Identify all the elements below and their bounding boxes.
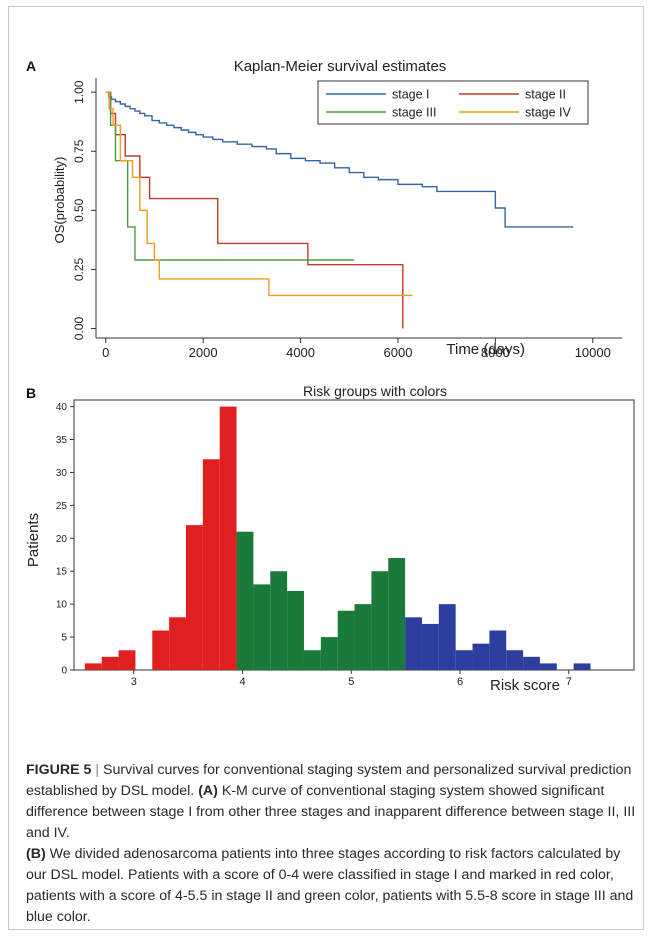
hist-bar: [287, 590, 304, 670]
km-series-stage-I: [105, 91, 574, 228]
hist-bar: [506, 650, 524, 670]
hist-x-tick-label: 6: [457, 676, 463, 688]
panel-b-letter: B: [26, 385, 37, 401]
hist-bar: [202, 459, 220, 670]
hist-bar: [84, 663, 102, 670]
panel-a-letter: A: [26, 58, 37, 74]
hist-bar: [489, 630, 507, 670]
hist-y-tick-label: 0: [61, 666, 67, 677]
km-xlabel: Time (days): [446, 341, 525, 358]
hist-bar: [118, 650, 136, 670]
hist-bar: [455, 650, 473, 670]
hist-bar: [303, 650, 321, 670]
km-legend-label: stage IV: [525, 106, 572, 120]
hist-y-tick-label: 20: [56, 534, 68, 545]
hist-bar: [421, 623, 439, 670]
km-legend-box: [317, 80, 589, 125]
hist-y-tick-label: 30: [56, 468, 68, 479]
km-y-tick-label: 0.00: [72, 317, 86, 341]
km-y-tick-label: 1.00: [72, 80, 86, 104]
hist-bar: [169, 617, 186, 670]
km-x-tick-label: 4000: [286, 345, 315, 360]
caption-part-a-label: (A): [198, 783, 218, 799]
km-y-tick-label: 0.50: [72, 198, 86, 222]
km-x-tick-label: 2000: [189, 345, 218, 360]
km-legend-label: stage I: [392, 88, 430, 102]
hist-y-tick-label: 35: [56, 435, 68, 446]
figure-caption: FIGURE 5 | Survival curves for conventio…: [26, 760, 638, 928]
hist-title: Risk groups with colors: [303, 383, 447, 399]
hist-bar: [523, 656, 540, 670]
hist-bar: [388, 558, 406, 670]
caption-part-b-text: We divided adenosarcoma patients into th…: [26, 846, 634, 925]
hist-y-tick-label: 25: [56, 501, 68, 512]
caption-separator: |: [95, 762, 100, 778]
hist-x-tick-label: 4: [239, 676, 245, 688]
hist-bar: [270, 571, 288, 670]
hist-bar: [539, 663, 557, 670]
risk-score-histogram: Risk groups with colors Patients Risk sc…: [25, 383, 635, 690]
hist-x-tick-label: 7: [566, 676, 572, 688]
hist-ylabel: Patients: [25, 513, 42, 567]
hist-y-tick-label: 40: [56, 402, 68, 413]
hist-bar: [253, 584, 271, 670]
km-series-stage-IV: [105, 91, 413, 297]
hist-bar: [371, 571, 389, 670]
hist-x-tick-label: 5: [348, 676, 354, 688]
km-y-tick-label: 0.25: [72, 257, 86, 281]
hist-bar: [405, 617, 422, 670]
hist-y-tick-label: 10: [56, 600, 68, 611]
hist-bar: [337, 610, 355, 670]
hist-xlabel: Risk score: [490, 677, 560, 690]
km-legend-label: stage III: [392, 106, 436, 120]
km-x-tick-label: 10000: [575, 345, 611, 360]
km-x-tick-label: 0: [102, 345, 109, 360]
hist-bar: [152, 630, 170, 670]
kaplan-meier-chart: Kaplan-Meier survival estimates OS(proba…: [52, 58, 622, 360]
km-series-stage-III: [105, 91, 355, 261]
hist-bar: [472, 643, 490, 670]
km-title: Kaplan-Meier survival estimates: [234, 58, 447, 75]
hist-bar: [573, 663, 591, 670]
hist-y-tick-label: 15: [56, 567, 68, 578]
km-series-stage-II: [105, 91, 404, 329]
caption-intro: Survival curves for conventional staging…: [26, 762, 632, 799]
hist-bar: [438, 604, 456, 670]
hist-y-tick-label: 5: [61, 633, 67, 644]
caption-part-a-text: K-M curve of conventional staging system…: [26, 783, 636, 841]
caption-part-b-label: (B): [26, 846, 46, 862]
figure-frame: [8, 6, 644, 930]
hist-bar: [101, 656, 119, 670]
hist-bar: [320, 637, 338, 670]
hist-bar: [354, 604, 372, 670]
km-legend-label: stage II: [525, 88, 566, 102]
km-x-tick-label: 8000: [481, 345, 510, 360]
hist-bar: [186, 525, 203, 670]
km-y-tick-label: 0.75: [72, 139, 86, 163]
hist-x-tick-label: 3: [131, 676, 137, 688]
figure-label: FIGURE 5: [26, 762, 92, 778]
hist-bar: [219, 406, 237, 670]
km-ylabel: OS(probability): [52, 157, 67, 244]
km-x-tick-label: 6000: [384, 345, 413, 360]
hist-bar: [236, 531, 254, 670]
